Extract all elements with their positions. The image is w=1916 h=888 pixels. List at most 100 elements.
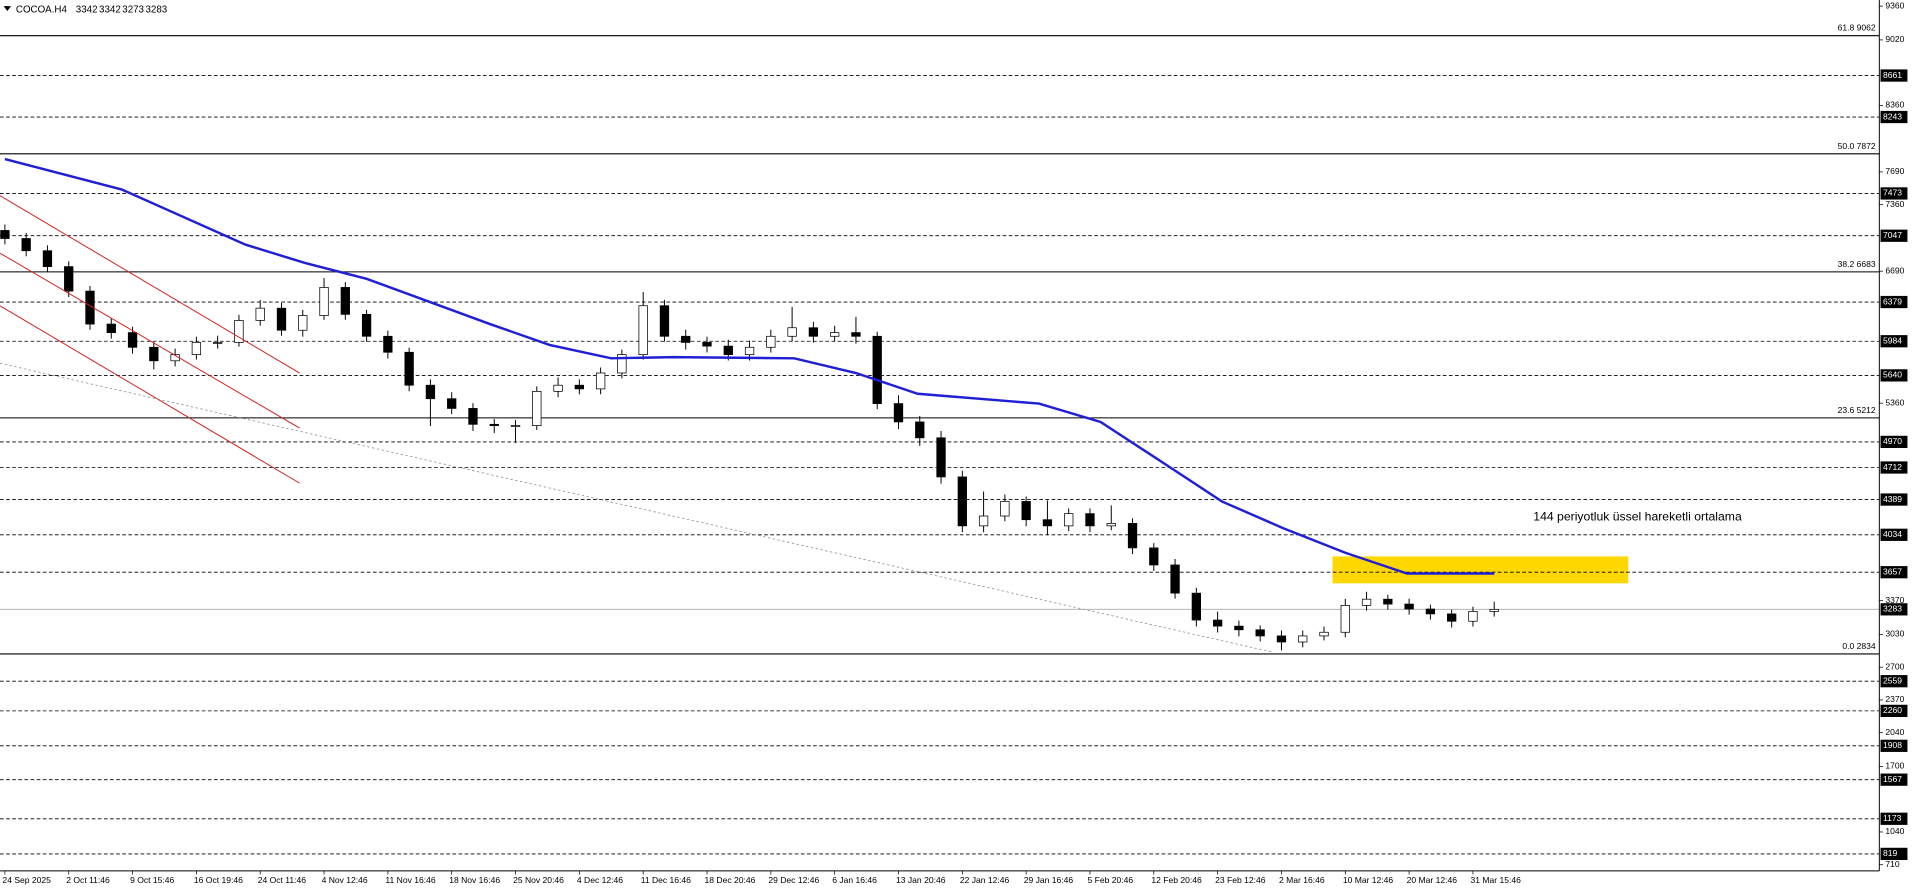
candle-body <box>191 342 202 356</box>
level-label-box <box>1880 812 1908 825</box>
candle-body <box>85 290 95 325</box>
candle-body <box>1085 513 1095 527</box>
level-label-box <box>1880 461 1908 474</box>
x-tick-label: 24 Sep 2025 <box>2 875 51 885</box>
candle-body <box>574 384 584 390</box>
level-label-box <box>1880 295 1908 309</box>
level-label: 8243 <box>1883 111 1902 121</box>
x-tick-label: 11 Nov 16:46 <box>385 875 435 885</box>
level-label-box <box>1880 773 1908 786</box>
y-tick-label: 1700 <box>1885 761 1904 771</box>
candle-body <box>447 398 457 409</box>
level-label-box <box>1880 528 1908 541</box>
x-tick-label: 4 Nov 12:46 <box>322 875 368 885</box>
candle-body <box>1021 501 1031 521</box>
y-tick-label: 7360 <box>1885 199 1904 209</box>
last-price-box <box>1880 603 1908 616</box>
ema-annotation: 144 periyotluk üssel hareketli ortalama <box>1533 510 1742 524</box>
fib-label: 50.0 7872 <box>1838 141 1876 151</box>
candle-body <box>234 320 244 343</box>
candle-body <box>1106 523 1116 527</box>
y-tick-label: 2700 <box>1885 661 1904 671</box>
candle-body <box>1191 592 1202 621</box>
level-label: 1908 <box>1883 740 1902 750</box>
candle-body <box>361 313 372 337</box>
candle-body <box>468 408 478 425</box>
candle-body <box>319 287 329 316</box>
candle-body <box>1425 608 1436 615</box>
level-label-box <box>1880 847 1908 861</box>
x-tick-label: 12 Feb 20:46 <box>1151 875 1202 885</box>
x-tick-label: 25 Nov 20:46 <box>513 875 564 885</box>
x-tick-label: 22 Jan 12:46 <box>960 875 1010 885</box>
candle-body <box>681 335 691 343</box>
x-tick-label: 4 Dec 12:46 <box>577 875 623 885</box>
candle-body <box>1255 629 1265 637</box>
x-tick-label: 23 Feb 12:46 <box>1215 875 1266 885</box>
x-tick-label: 24 Oct 11:46 <box>258 875 307 885</box>
candle-body <box>702 342 712 347</box>
candle-body <box>255 307 265 321</box>
candle-body <box>1383 598 1393 605</box>
level-label: 4970 <box>1883 436 1902 446</box>
level-label: 1567 <box>1883 774 1902 784</box>
candle-body <box>595 372 606 390</box>
x-tick-label: 18 Nov 16:46 <box>449 875 500 885</box>
candle-body <box>553 384 563 392</box>
candle-body <box>127 332 138 348</box>
candle-body <box>0 230 10 239</box>
level-label: 5984 <box>1883 336 1902 346</box>
x-tick-label: 29 Jan 16:46 <box>1024 875 1074 885</box>
level-label: 7047 <box>1883 230 1902 240</box>
candle-body <box>766 335 776 348</box>
x-tick-label: 9 Oct 15:46 <box>130 875 174 885</box>
fib-label: 38.2 6683 <box>1838 259 1876 269</box>
level-label: 8661 <box>1883 70 1902 80</box>
candle-body <box>723 345 733 356</box>
menu-triangle[interactable] <box>3 6 12 12</box>
candle-body <box>978 515 989 527</box>
y-tick-label: 710 <box>1885 859 1900 869</box>
candle-body <box>532 391 542 426</box>
fib-label: 0.0 2834 <box>1842 641 1876 651</box>
candle-body <box>383 335 393 353</box>
candle-body <box>106 323 116 333</box>
fib-label: 61.8 9062 <box>1838 23 1876 33</box>
plot-area <box>0 35 1880 855</box>
candle-body <box>915 421 925 439</box>
level-label: 6379 <box>1883 296 1902 306</box>
y-tick-label: 6690 <box>1885 265 1904 275</box>
level-label: 4712 <box>1883 462 1902 472</box>
level-label-box <box>1880 110 1908 124</box>
header-value: 3342 <box>99 4 121 15</box>
x-tick-label: 29 Dec 12:46 <box>768 875 819 885</box>
candle-body <box>1127 523 1138 549</box>
x-tick-label: 5 Feb 20:46 <box>1088 875 1134 885</box>
x-tick-label: 10 Mar 12:46 <box>1343 875 1394 885</box>
y-tick-label: 8360 <box>1885 100 1904 110</box>
level-label-box <box>1880 675 1908 688</box>
candle-body <box>659 305 670 337</box>
candle-body <box>1170 564 1180 594</box>
candle-body <box>1468 611 1478 622</box>
candle-body <box>298 315 308 331</box>
level-label: 3657 <box>1883 566 1902 576</box>
candle-body <box>830 332 840 337</box>
x-tick-label: 11 Dec 16:46 <box>641 875 691 885</box>
candle-body <box>787 327 797 337</box>
candle-body <box>638 305 648 356</box>
level-label: 7473 <box>1883 188 1902 198</box>
candle-body <box>64 266 74 292</box>
candle-body <box>1234 625 1244 631</box>
symbol-title: COCOA.H4 <box>16 4 68 15</box>
y-tick-label: 1040 <box>1885 826 1904 836</box>
header-value: 3283 <box>146 4 168 15</box>
level-label-box <box>1880 704 1908 717</box>
level-label-box <box>1880 493 1908 506</box>
level-label-box <box>1880 229 1908 242</box>
x-tick-label: 2 Mar 16:46 <box>1279 875 1325 885</box>
candle-body <box>744 346 755 356</box>
level-label: 1173 <box>1883 813 1902 823</box>
